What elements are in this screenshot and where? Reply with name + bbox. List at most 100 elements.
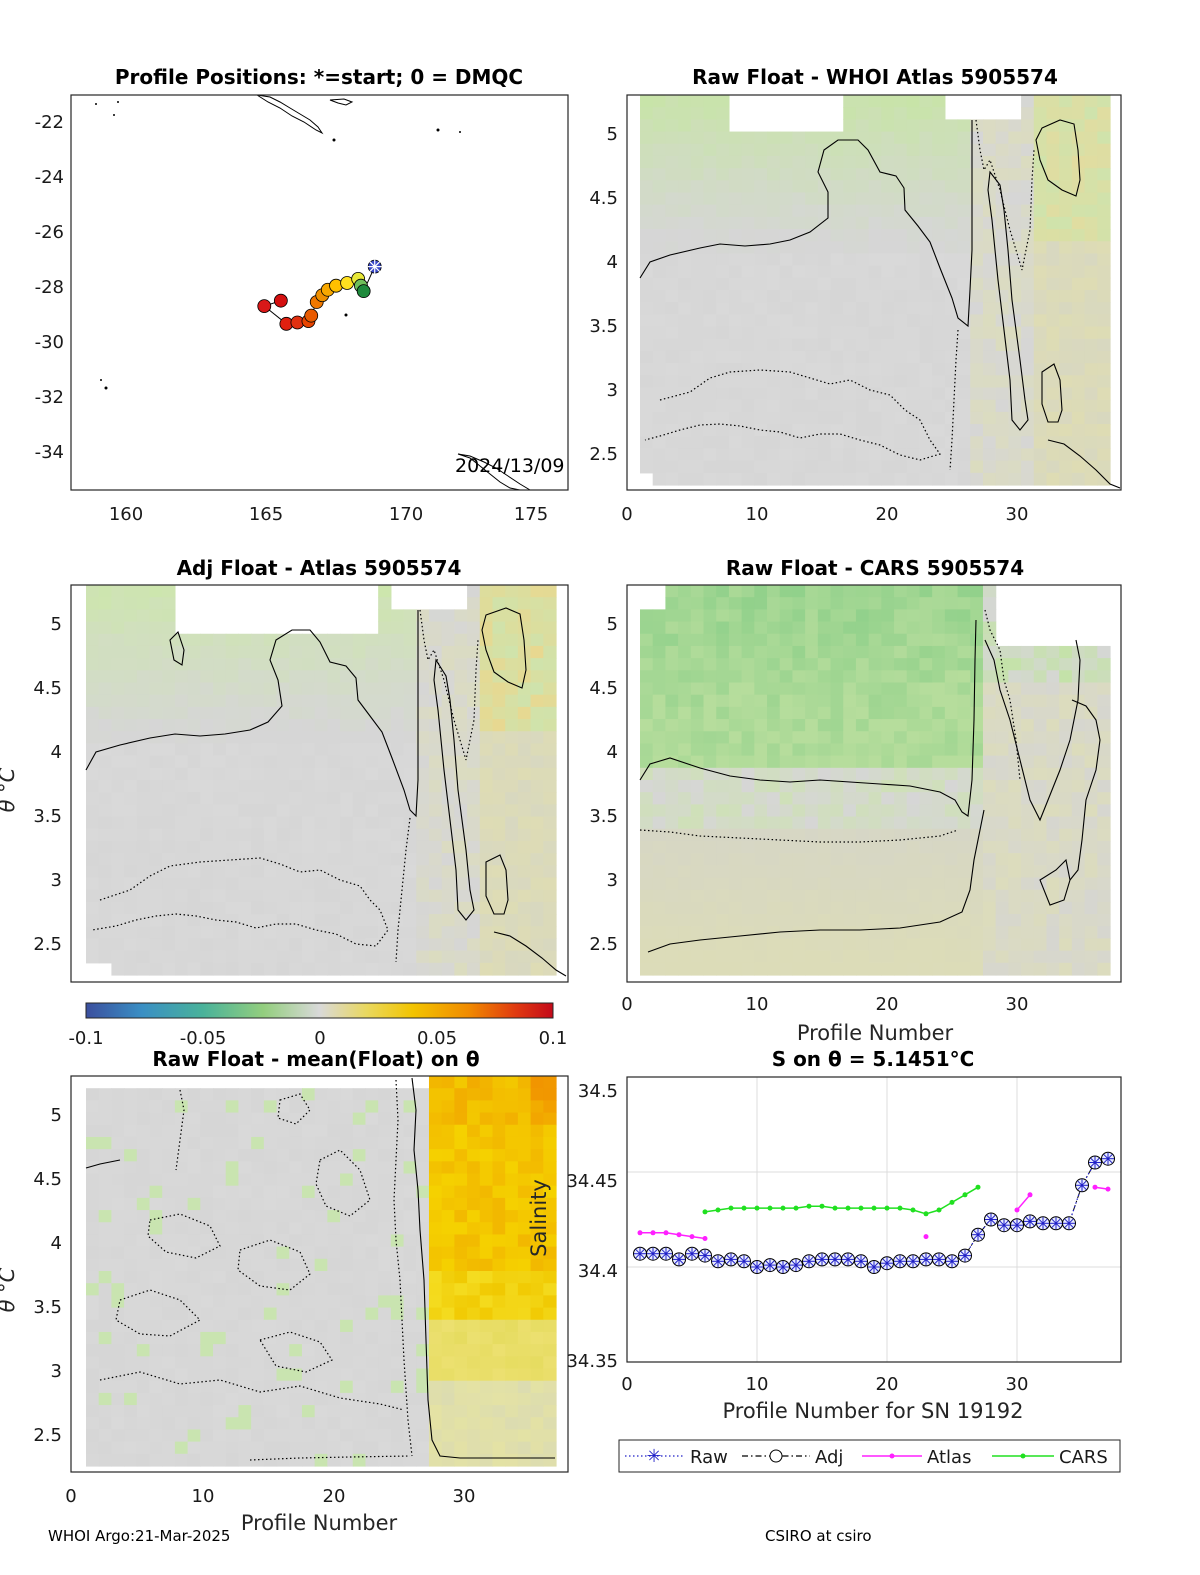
heatmap-cell <box>340 1246 354 1260</box>
heatmap-cell <box>855 436 870 450</box>
heatmap-cell <box>492 1100 506 1114</box>
heatmap-cell <box>728 229 743 242</box>
heatmap-cell <box>1084 840 1098 854</box>
heatmap-cell <box>678 719 692 732</box>
heatmap-cell <box>982 585 997 598</box>
heatmap-cell <box>754 168 768 181</box>
heatmap-cell <box>843 938 857 952</box>
adj-frame <box>70 584 569 983</box>
heatmap-cell <box>492 1173 506 1187</box>
heatmap-cell <box>690 804 705 818</box>
heatmap-cell <box>492 865 506 879</box>
heatmap-cell <box>1008 840 1022 854</box>
heatmap-cell <box>805 241 819 255</box>
heatmap-cell <box>995 670 1009 684</box>
heatmap-cell <box>441 962 455 976</box>
heatmap-cell <box>805 780 819 793</box>
heatmap-cell <box>467 1368 481 1382</box>
heatmap-cell <box>517 1319 532 1333</box>
heatmap-cell <box>728 914 743 927</box>
heatmap-cell <box>428 914 443 927</box>
heatmap-cell <box>365 962 379 976</box>
heatmap-cell <box>352 1185 367 1199</box>
heatmap-cell <box>894 436 908 450</box>
heatmap-cell <box>416 828 430 842</box>
heatmap-cell <box>98 682 112 696</box>
heatmap-cell <box>1084 338 1098 352</box>
heatmap-cell <box>1084 448 1098 462</box>
heatmap-cell <box>86 816 100 830</box>
heatmap-cell <box>378 633 392 647</box>
heatmap-cell <box>944 241 959 255</box>
heatmap-cell <box>124 609 138 623</box>
heatmap-cell <box>652 865 666 879</box>
heatmap-cell <box>970 767 984 781</box>
heatmap-cell <box>390 877 405 891</box>
heatmap-cell <box>174 1246 189 1260</box>
heatmap-cell <box>289 1356 303 1370</box>
heatmap-cell <box>327 1392 341 1406</box>
heatmap-cell <box>906 706 921 720</box>
heatmap-cell <box>640 828 654 842</box>
heatmap-cell <box>454 1417 468 1431</box>
heatmap-cell <box>441 1100 455 1114</box>
heatmap-cell <box>894 962 908 976</box>
heatmap-cell <box>213 658 227 671</box>
map-frame <box>70 94 569 491</box>
heatmap-cell <box>868 277 882 291</box>
heatmap-cell <box>390 682 405 696</box>
heatmap-cell <box>187 1295 201 1309</box>
heatmap-cell <box>919 597 933 610</box>
heatmap-cell <box>365 706 379 720</box>
heatmap-cell <box>817 180 832 194</box>
heatmap-cell <box>86 938 100 952</box>
tick-label: 2.5 <box>589 444 618 465</box>
heatmap-cell <box>314 1136 328 1150</box>
adj-contour-dotted <box>419 609 479 761</box>
heatmap-cell <box>754 448 768 462</box>
heatmap-cell <box>1021 865 1035 879</box>
heatmap-cell <box>378 1222 392 1236</box>
heatmap-cell <box>276 1453 290 1467</box>
heatmap-cell <box>441 621 455 635</box>
heatmap-cell <box>640 253 654 267</box>
heatmap-cell <box>86 694 100 708</box>
heatmap-cell <box>238 828 252 842</box>
heatmap-cell <box>213 1100 227 1114</box>
cars-point <box>754 1205 760 1211</box>
heatmap-cell <box>213 780 227 793</box>
heatmap-cell <box>665 962 679 976</box>
heatmap-cell <box>187 853 201 866</box>
heatmap-cell <box>530 914 544 927</box>
heatmap-cell <box>428 1246 443 1260</box>
heatmap-cell <box>136 1441 151 1455</box>
heatmap-cell <box>428 1100 443 1114</box>
heatmap-cell <box>263 1136 278 1150</box>
heatmap-cell <box>767 180 781 194</box>
heatmap-cell <box>767 755 781 769</box>
heatmap-cell <box>403 1295 417 1309</box>
heatmap-cell <box>251 1185 265 1199</box>
heatmap-cell <box>428 901 443 915</box>
heatmap-cell <box>111 755 125 769</box>
heatmap-cell <box>225 901 240 915</box>
heatmap-cell <box>843 828 857 842</box>
heatmap-cell <box>665 633 679 647</box>
heatmap-cell <box>767 914 781 927</box>
heatmap-cell <box>754 338 768 352</box>
heatmap-cell <box>830 658 844 671</box>
heatmap-cell <box>830 645 844 659</box>
heatmap-cell <box>690 411 705 425</box>
heatmap-cell <box>263 780 278 793</box>
heatmap-cell <box>378 938 392 952</box>
heatmap-cell <box>894 204 908 218</box>
heatmap-cell <box>906 792 921 805</box>
heatmap-cell <box>124 1344 138 1357</box>
heatmap-cell <box>1033 180 1048 194</box>
heatmap-cell <box>238 926 252 940</box>
heatmap-cell <box>1046 399 1060 413</box>
heatmap-cell <box>957 265 971 279</box>
heatmap-cell <box>517 901 532 915</box>
tick-label: 170 <box>389 504 423 525</box>
heatmap-cell <box>1059 816 1073 830</box>
